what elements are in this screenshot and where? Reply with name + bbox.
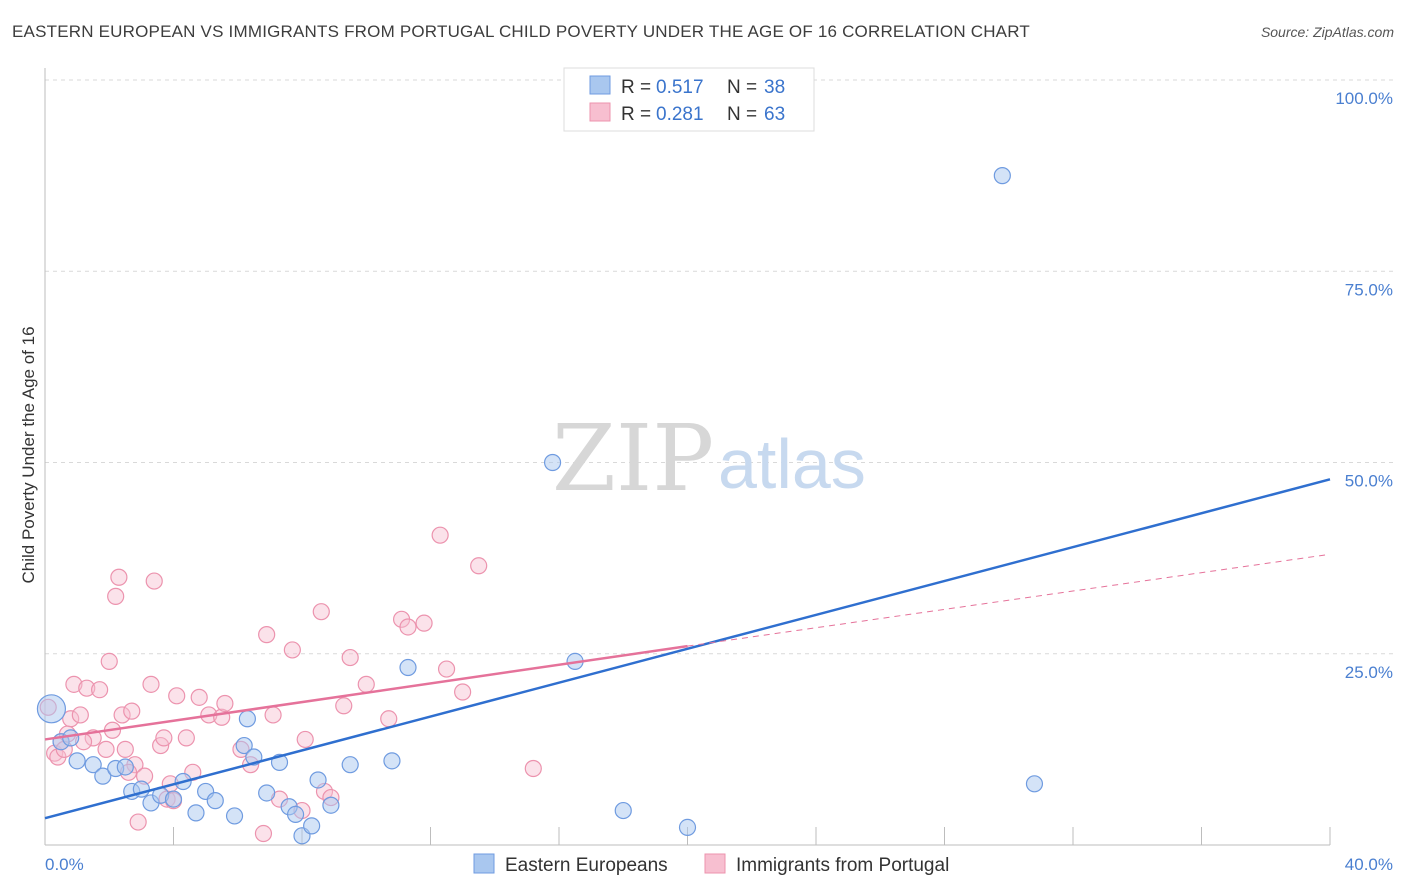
legend-r-label-blue: R = — [621, 77, 651, 98]
chart-title: EASTERN EUROPEAN VS IMMIGRANTS FROM PORT… — [12, 22, 1030, 41]
bottom-legend-label-pink: Immigrants from Portugal — [736, 855, 949, 876]
pink-point-29 — [177, 729, 195, 747]
x-tick-label-max: 40.0% — [1345, 855, 1393, 874]
pink-point-16 — [113, 706, 131, 724]
pink-point-20 — [129, 813, 147, 831]
pink-point-49 — [357, 675, 375, 693]
blue-point-28 — [322, 796, 340, 814]
pink-point-58 — [524, 759, 542, 778]
bottom-legend: Eastern Europeans Immigrants from Portug… — [473, 853, 949, 876]
pink-point-55 — [437, 660, 456, 678]
blue-point-3 — [68, 752, 86, 770]
legend-n-value-blue: 38 — [764, 77, 785, 98]
y-tick-label-0: 25.0% — [1345, 663, 1393, 682]
pink-point-23 — [145, 572, 163, 590]
blue-series-points — [36, 167, 1044, 845]
pink-point-43 — [296, 730, 314, 749]
legend-r-value-blue: 0.517 — [656, 77, 704, 98]
trend-lines — [44, 478, 1331, 820]
pink-series-points — [39, 526, 542, 843]
blue-point-4 — [84, 756, 102, 774]
legend-n-label-blue: N = — [727, 77, 757, 98]
blue-point-31 — [399, 658, 417, 677]
pink-point-28 — [168, 687, 186, 705]
legend-swatch-pink — [589, 102, 611, 122]
blue-point-19 — [238, 710, 256, 728]
pink-point-52 — [399, 618, 417, 636]
blue-point-0 — [36, 694, 67, 724]
pink-point-10 — [91, 681, 109, 699]
blue-point-21 — [258, 784, 276, 802]
legend-n-label-pink: N = — [727, 104, 757, 125]
watermark-zip: ZIP — [552, 405, 714, 512]
blue-point-17 — [225, 807, 244, 825]
watermark-atlas: atlas — [718, 425, 866, 503]
blue-point-14 — [187, 804, 205, 822]
pink-point-15 — [110, 568, 128, 586]
bottom-legend-swatch-pink — [704, 853, 726, 874]
y-axis-label: Child Poverty Under the Age of 16 — [19, 326, 38, 583]
pink-trend-line-dashed — [687, 553, 1331, 647]
source-label: Source: ZipAtlas.com — [1260, 24, 1394, 40]
pink-point-56 — [454, 683, 472, 701]
blue-trend-line — [44, 478, 1331, 820]
y-tick-label-1: 50.0% — [1345, 472, 1393, 491]
pink-point-50 — [380, 710, 398, 728]
pink-point-37 — [254, 824, 273, 843]
blue-point-29 — [341, 756, 359, 774]
pink-point-7 — [71, 706, 89, 724]
bottom-legend-label-blue: Eastern Europeans — [505, 855, 668, 876]
legend-r-value-pink: 0.281 — [656, 104, 704, 125]
pink-point-8 — [78, 679, 96, 697]
pink-point-25 — [155, 729, 173, 747]
blue-point-18 — [235, 736, 253, 755]
pink-point-14 — [107, 587, 125, 605]
blue-point-2 — [62, 729, 80, 747]
pink-point-17 — [116, 740, 134, 758]
pink-point-41 — [283, 641, 301, 659]
pink-point-6 — [65, 675, 83, 693]
pink-point-22 — [142, 675, 160, 693]
pink-point-11 — [97, 740, 115, 758]
y-tick-labels: 25.0% 50.0% 75.0% 100.0% — [1335, 89, 1393, 682]
pink-point-18 — [123, 702, 141, 720]
blue-point-36 — [993, 167, 1011, 185]
pink-point-47 — [335, 697, 353, 715]
blue-point-5 — [94, 767, 112, 785]
blue-point-37 — [1025, 775, 1044, 793]
blue-point-27 — [309, 771, 327, 789]
watermark: ZIP atlas — [552, 405, 866, 512]
legend: R = 0.517 N = 38 R = 0.281 N = 63 — [563, 67, 815, 132]
blue-point-7 — [116, 758, 134, 776]
x-tick-label-min: 0.0% — [45, 855, 84, 874]
blue-point-26 — [303, 817, 321, 835]
legend-swatch-blue — [589, 75, 611, 95]
x-tick-labels: 0.0% 40.0% — [45, 855, 1393, 874]
pink-trend-line-solid — [44, 644, 688, 741]
y-tick-label-3: 100.0% — [1335, 89, 1393, 108]
pink-point-31 — [190, 688, 208, 706]
pink-point-34 — [216, 694, 234, 713]
pink-point-44 — [312, 603, 330, 621]
pink-point-57 — [470, 557, 488, 575]
blue-point-16 — [206, 792, 224, 810]
blue-point-34 — [678, 818, 697, 837]
pink-point-48 — [341, 648, 359, 667]
blue-point-32 — [543, 453, 562, 472]
blue-point-24 — [286, 805, 305, 824]
legend-n-value-pink: 63 — [764, 104, 785, 125]
blue-point-35 — [614, 801, 632, 820]
blue-point-30 — [383, 752, 401, 770]
pink-point-53 — [415, 614, 433, 632]
grid-lines — [45, 79, 1395, 655]
pink-point-54 — [431, 526, 449, 544]
pink-point-38 — [258, 626, 276, 644]
bottom-legend-swatch-blue — [473, 853, 495, 874]
pink-point-39 — [264, 706, 282, 724]
y-tick-label-2: 75.0% — [1345, 280, 1393, 299]
legend-r-label-pink: R = — [621, 104, 651, 125]
blue-point-12 — [164, 790, 183, 808]
pink-point-12 — [100, 652, 118, 671]
